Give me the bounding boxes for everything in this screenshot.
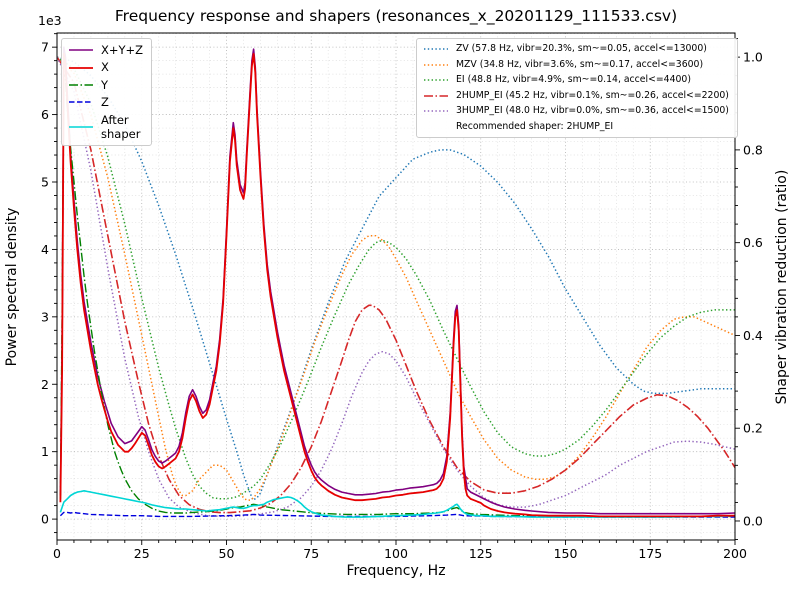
grid-minor bbox=[57, 33, 735, 540]
left-y-tick-label: 3 bbox=[41, 309, 49, 324]
x-tick-label: 125 bbox=[469, 546, 493, 561]
legend-psd: X+Y+Z X Y Z After shaper bbox=[61, 38, 153, 147]
legend-item: EI (48.8 Hz, vibr=4.9%, sm~=0.14, accel<… bbox=[423, 74, 729, 87]
chart-title: Frequency response and shapers (resonanc… bbox=[115, 7, 677, 26]
series-z bbox=[59, 511, 735, 518]
x-tick-label: 100 bbox=[384, 546, 408, 561]
series-y bbox=[59, 73, 735, 518]
legend-label: X bbox=[101, 60, 109, 75]
legend-item: X+Y+Z bbox=[68, 43, 143, 57]
right-y-tick-label: 0.6 bbox=[743, 235, 763, 250]
series-ei3 bbox=[57, 56, 735, 518]
legend-label: Z bbox=[101, 95, 109, 110]
right-y-tick-label: 0.0 bbox=[743, 513, 763, 528]
legend-item: 2HUMP_EI (45.2 Hz, vibr=0.1%, sm~=0.26, … bbox=[423, 90, 729, 103]
legend-label: X+Y+Z bbox=[101, 43, 144, 57]
legend-line-sample-z bbox=[69, 101, 93, 104]
legend-line-sample-x bbox=[69, 66, 93, 69]
series-xyz bbox=[59, 46, 735, 515]
x-tick-label: 25 bbox=[134, 546, 150, 561]
right-y-tick-label: 0.8 bbox=[743, 142, 763, 157]
legend-item: Z bbox=[68, 95, 143, 109]
x-tick-label: 150 bbox=[554, 546, 578, 561]
legend-line-sample-mzv bbox=[424, 64, 448, 66]
x-tick-label: 175 bbox=[638, 546, 662, 561]
series-layer bbox=[57, 46, 735, 518]
recommended-shaper-note: Recommended shaper: 2HUMP_EI bbox=[456, 120, 614, 132]
x-tick-label: 50 bbox=[219, 546, 235, 561]
x-tick-label: 200 bbox=[723, 546, 747, 561]
x-axis-label: Frequency, Hz bbox=[346, 563, 445, 579]
left-y-tick-label: 5 bbox=[41, 174, 49, 189]
series-zv bbox=[57, 56, 735, 501]
legend-line-sample-y bbox=[69, 84, 93, 86]
x-tick-label: 0 bbox=[53, 546, 61, 561]
right-y-tick-label: 0.2 bbox=[743, 421, 763, 436]
legend-item: After shaper bbox=[68, 113, 143, 142]
left-y-tick-label: 7 bbox=[41, 40, 49, 55]
legend-item: MZV (34.8 Hz, vibr=3.6%, sm~=0.17, accel… bbox=[423, 59, 729, 72]
legend-item: Y bbox=[68, 78, 143, 92]
right-y-tick-label: 0.4 bbox=[743, 328, 763, 343]
series-mzv bbox=[57, 56, 735, 501]
legend-item: ZV (57.8 Hz, vibr=20.3%, sm~=0.05, accel… bbox=[423, 43, 729, 56]
x-tick-label: 75 bbox=[303, 546, 319, 561]
left-y-tick-label: 0 bbox=[41, 512, 49, 527]
series-x bbox=[59, 53, 735, 518]
legend-line-sample-ei2 bbox=[424, 95, 448, 97]
legend-line-sample-ei3 bbox=[424, 110, 448, 113]
legend-label: Y bbox=[101, 77, 109, 92]
legend-item: 3HUMP_EI (48.0 Hz, vibr=0.0%, sm~=0.36, … bbox=[423, 105, 729, 118]
axis-ticks: 0 25 50 75 100 125 150 175 200 0 1 2 3 4 5 6 7 0.0 0.2 0.4 0… bbox=[41, 33, 763, 561]
series-ei2 bbox=[57, 56, 735, 514]
series-after bbox=[59, 490, 735, 518]
left-y-tick-label: 4 bbox=[41, 242, 49, 257]
legend-label: MZV (34.8 Hz, vibr=3.6%, sm~=0.17, accel… bbox=[456, 58, 704, 70]
legend-line-sample-after bbox=[69, 126, 93, 128]
left-y-tick-label: 6 bbox=[41, 107, 49, 122]
legend-label: After shaper bbox=[101, 112, 141, 141]
left-y-tick-label: 1 bbox=[41, 444, 49, 459]
legend-shapers: ZV (57.8 Hz, vibr=20.3%, sm~=0.05, accel… bbox=[416, 38, 738, 139]
legend-label: 3HUMP_EI (48.0 Hz, vibr=0.0%, sm~=0.36, … bbox=[456, 105, 729, 117]
y-axis-offset-text: 1e3 bbox=[38, 13, 62, 28]
legend-line-sample-zv bbox=[424, 48, 448, 51]
legend-line-sample-ei bbox=[424, 79, 448, 82]
legend-line-sample-xyz bbox=[69, 49, 93, 51]
right-y-tick-label: 1.0 bbox=[743, 50, 763, 65]
legend-label: ZV (57.8 Hz, vibr=20.3%, sm~=0.05, accel… bbox=[456, 43, 707, 54]
legend-label: 2HUMP_EI (45.2 Hz, vibr=0.1%, sm~=0.26, … bbox=[456, 89, 729, 101]
legend-label: EI (48.8 Hz, vibr=4.9%, sm~=0.14, accel<… bbox=[456, 74, 691, 86]
left-y-axis-label: Power spectral density bbox=[4, 208, 20, 367]
left-y-tick-label: 2 bbox=[41, 377, 49, 392]
legend-note-row: Recommended shaper: 2HUMP_EI bbox=[423, 121, 729, 134]
right-y-axis-label: Shaper vibration reduction (ratio) bbox=[774, 170, 790, 405]
legend-item: X bbox=[68, 60, 143, 74]
